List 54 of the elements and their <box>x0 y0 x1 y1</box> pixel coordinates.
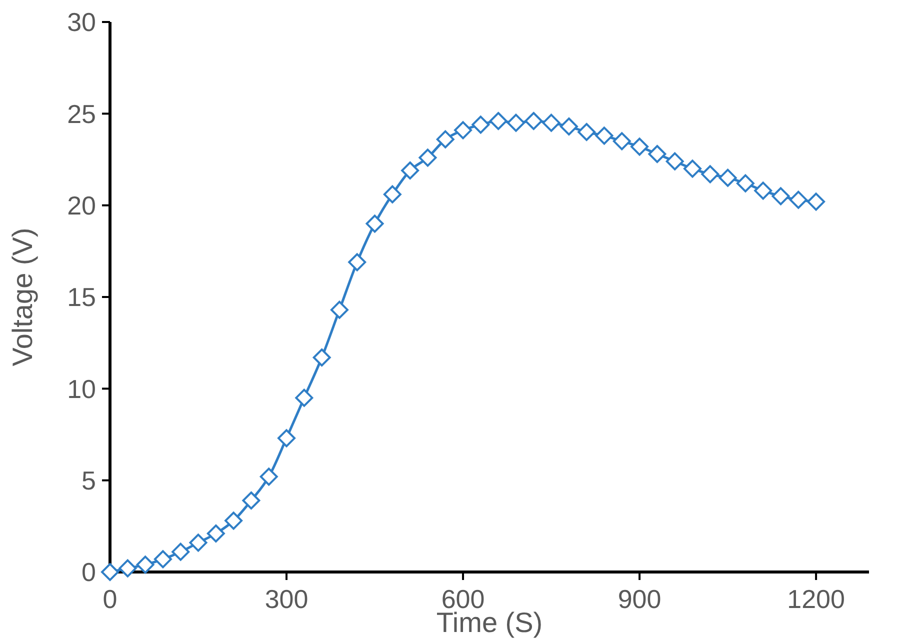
y-tick-label: 30 <box>67 7 96 38</box>
point <box>666 152 684 170</box>
point <box>807 192 826 211</box>
point <box>136 556 154 574</box>
point <box>206 524 225 542</box>
y-tick-label: 20 <box>67 190 96 220</box>
point <box>701 165 720 184</box>
x-tick-label: 1200 <box>787 584 845 614</box>
point <box>101 563 119 581</box>
x-tick-label: 300 <box>264 584 308 614</box>
point <box>560 118 578 136</box>
point <box>454 121 472 140</box>
point <box>578 123 596 141</box>
point <box>154 550 172 568</box>
point <box>736 174 754 192</box>
y-tick-label: 25 <box>67 98 96 129</box>
point <box>348 253 366 272</box>
point <box>789 190 808 209</box>
point <box>242 492 260 510</box>
point <box>436 130 454 148</box>
point <box>118 559 137 578</box>
point <box>630 138 649 156</box>
y-tick-label: 0 <box>82 557 96 588</box>
point <box>278 429 296 448</box>
point <box>418 148 437 167</box>
y-tick-label: 10 <box>67 374 96 404</box>
point <box>612 132 631 150</box>
point <box>772 187 790 206</box>
x-axis-title: Time (S) <box>436 607 543 638</box>
x-tick-label: 0 <box>102 584 118 614</box>
point <box>295 388 314 407</box>
point <box>489 112 508 130</box>
point <box>383 185 402 204</box>
point <box>754 182 772 200</box>
x-tick-label: 900 <box>618 584 662 614</box>
point <box>224 512 243 530</box>
point <box>172 542 190 561</box>
point <box>472 116 490 134</box>
point <box>260 468 278 486</box>
point <box>189 534 208 552</box>
y-axis-title: Voltage (V) <box>7 228 38 366</box>
point <box>718 168 737 187</box>
point <box>595 126 614 145</box>
point <box>330 300 348 319</box>
point <box>524 112 543 130</box>
point <box>506 114 525 132</box>
point <box>401 162 420 180</box>
point <box>542 114 560 132</box>
point <box>366 214 384 233</box>
y-tick-label: 15 <box>67 282 96 312</box>
y-tick-label: 5 <box>82 465 96 496</box>
point <box>648 145 666 163</box>
point <box>683 160 702 178</box>
point <box>312 348 331 366</box>
